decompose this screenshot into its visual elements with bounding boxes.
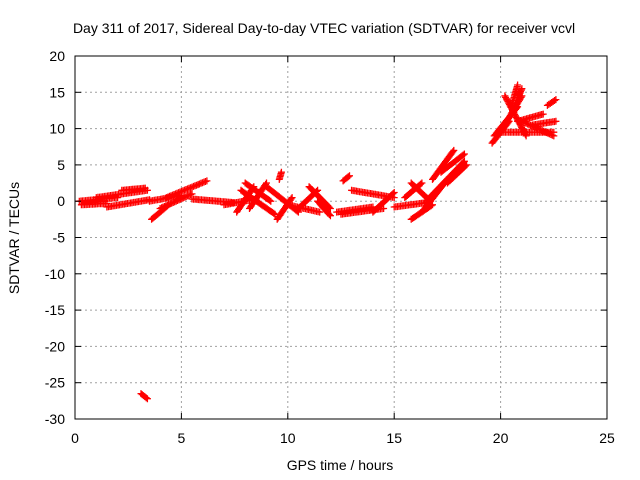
y-axis-label: SDTVAR / TECUs <box>6 182 22 294</box>
y-tick-label: 20 <box>49 48 65 64</box>
x-tick-label: 15 <box>386 430 402 446</box>
grid-lines <box>75 56 607 419</box>
y-tick-label: 10 <box>49 121 65 137</box>
y-tick-label: -5 <box>53 230 66 246</box>
x-tick-label: 20 <box>493 430 509 446</box>
y-tick-label: -10 <box>45 266 65 282</box>
x-axis-label: GPS time / hours <box>287 457 394 473</box>
y-tick-label: 5 <box>57 157 65 173</box>
y-tick-label: 15 <box>49 84 65 100</box>
x-tick-label: 0 <box>71 430 79 446</box>
y-tick-label: -30 <box>45 411 65 427</box>
y-tick-label: 0 <box>57 193 65 209</box>
axis-ticks: 0 5 10 15 20 25 -30 -25 -20 -15 -10 -5 0 5 10 15 20 <box>45 48 615 446</box>
x-tick-label: 25 <box>599 430 615 446</box>
y-tick-label: -20 <box>45 338 65 354</box>
chart-title: Day 311 of 2017, Sidereal Day-to-day VTE… <box>73 20 575 36</box>
x-tick-label: 10 <box>280 430 296 446</box>
x-tick-label: 5 <box>178 430 186 446</box>
y-tick-label: -25 <box>45 375 65 391</box>
y-tick-label: -15 <box>45 302 65 318</box>
